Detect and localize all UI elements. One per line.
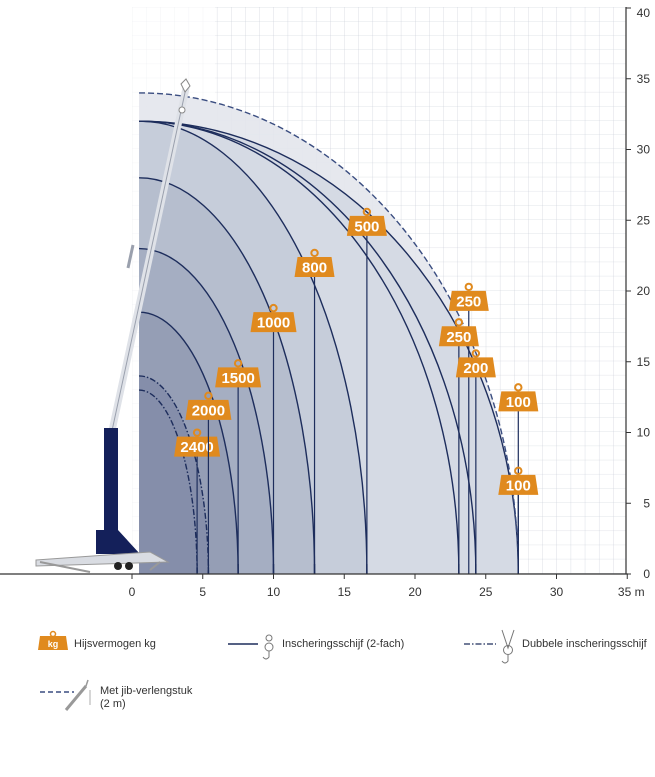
weight-tag-8: 200 (455, 349, 496, 378)
crane-illustration (35, 78, 191, 573)
weight-tag-hook-5 (362, 207, 372, 217)
load-curve-6 (139, 120, 460, 575)
weight-tag-shape-3 (250, 312, 297, 333)
load-curve-7 (139, 120, 477, 575)
y-tick-label-6: 30 (637, 143, 651, 157)
y-tick-label-7: 35 (637, 72, 651, 86)
weight-tag-label-0: 2400 (180, 439, 213, 456)
weight-tag-shape-9 (498, 391, 539, 412)
load-curve-3 (139, 247, 275, 575)
weight-tag-label-10: 100 (506, 477, 531, 494)
legend-jib: Met jib-verlengstuk (2 m) (40, 679, 193, 711)
weight-tag-label-3: 1000 (257, 315, 290, 332)
weight-tag-label-7: 250 (446, 329, 471, 346)
y-tick-label-5: 25 (637, 213, 651, 227)
weight-tag-shape-2 (215, 367, 262, 388)
weight-tag-label-8: 200 (463, 360, 488, 377)
weight-tag-shape-10 (498, 474, 539, 495)
load-curves (139, 92, 519, 575)
weight-tag-label-4: 800 (302, 259, 327, 276)
weight-tag-label-5: 500 (354, 218, 379, 235)
x-tick-label-6: 30 (550, 585, 564, 599)
weight-tags: 2400 2000 1500 1000 800 500 250 250 200 100 100 (174, 207, 539, 574)
weight-tag-label-1: 2000 (192, 402, 225, 419)
weight-tag-hook-8 (471, 349, 481, 358)
x-ticks: 0 5 10 15 20 25 30 35 m (129, 574, 645, 599)
double-hook-icon (501, 629, 515, 664)
weight-tag-shape-1 (185, 399, 232, 420)
weight-tag-hook-6 (464, 282, 473, 292)
weight-tag-3: 1000 (250, 303, 297, 333)
weight-tag-hook-3 (269, 303, 278, 313)
x-tick-label-3: 15 (338, 585, 352, 599)
weight-tag-hook-0 (192, 428, 202, 437)
weight-tag-hook-1 (204, 391, 213, 401)
weight-tag-hook-4 (310, 248, 319, 258)
x-tick-label-0: 0 (129, 585, 136, 599)
weight-tag-9: 100 (498, 383, 539, 412)
legend-single-reeving-label: Inscheringsschijf (2-fach) (282, 638, 404, 650)
weight-tag-shape-6 (448, 290, 489, 311)
load-curve-5 (139, 120, 368, 575)
load-curve-8 (139, 120, 519, 575)
legend-jib-label-2: (2 m) (100, 698, 126, 710)
x-tick-label-1: 5 (199, 585, 206, 599)
weight-tag-shape-7 (438, 326, 479, 347)
weight-tag-5: 500 (346, 207, 387, 236)
y-tick-label-2: 10 (637, 426, 651, 440)
x-tick-label-7: 35 m (618, 585, 645, 599)
weight-tag-7: 250 (438, 318, 479, 347)
legend-double-reeving: Dubbele inscheringsschijf (464, 629, 648, 664)
weight-tag-2: 1500 (215, 359, 262, 388)
weight-tag-shape-8 (455, 357, 496, 378)
load-curve-1 (139, 375, 210, 575)
x-tick-label-2: 10 (267, 585, 281, 599)
load-curve-10 (139, 92, 519, 575)
legend-jib-label-1: Met jib-verlengstuk (100, 685, 193, 697)
weight-tag-1: 2000 (185, 391, 232, 420)
legend: kg Hijsvermogen kg Inscheringsschijf (2-… (38, 629, 648, 711)
y-tick-label-4: 20 (637, 284, 651, 298)
load-curve-2 (139, 311, 239, 575)
weight-tag-label-9: 100 (506, 394, 531, 411)
weight-tag-shape-5 (346, 215, 387, 236)
legend-double-reeving-label: Dubbele inscheringsschijf (522, 638, 648, 650)
y-tick-label-1: 5 (643, 496, 650, 510)
y-ticks: 0 5 10 15 20 25 30 35 40 (626, 6, 650, 581)
weight-tag-10: 100 (498, 466, 539, 495)
x-tick-label-5: 25 (479, 585, 493, 599)
weight-tag-6: 250 (448, 282, 489, 311)
weight-tag-hook-7 (454, 318, 464, 327)
jib-icon (64, 679, 91, 711)
weight-tag-hook-2 (233, 359, 243, 368)
y-tick-label-0: 0 (643, 567, 650, 581)
x-tick-label-4: 20 (408, 585, 422, 599)
legend-weight-badge: kg (48, 639, 59, 649)
weight-tag-4: 800 (294, 248, 335, 277)
y-tick-label-3: 15 (637, 355, 651, 369)
legend-weight-label: Hijsvermogen kg (74, 638, 156, 650)
weight-tag-hook-10 (514, 466, 523, 476)
weight-tag-hook-9 (514, 383, 523, 392)
y-tick-label-8: 40 (637, 6, 651, 20)
weight-tag-label-2: 1500 (221, 370, 254, 387)
hook-icon (262, 634, 274, 660)
weight-tag-label-6: 250 (456, 293, 481, 310)
load-curve-4 (139, 177, 316, 575)
zone-fill-6 (139, 375, 209, 574)
legend-single-reeving: Inscheringsschijf (2-fach) (228, 634, 404, 660)
legend-weight: kg Hijsvermogen kg (38, 630, 156, 650)
weight-tag-shape-4 (294, 256, 335, 277)
